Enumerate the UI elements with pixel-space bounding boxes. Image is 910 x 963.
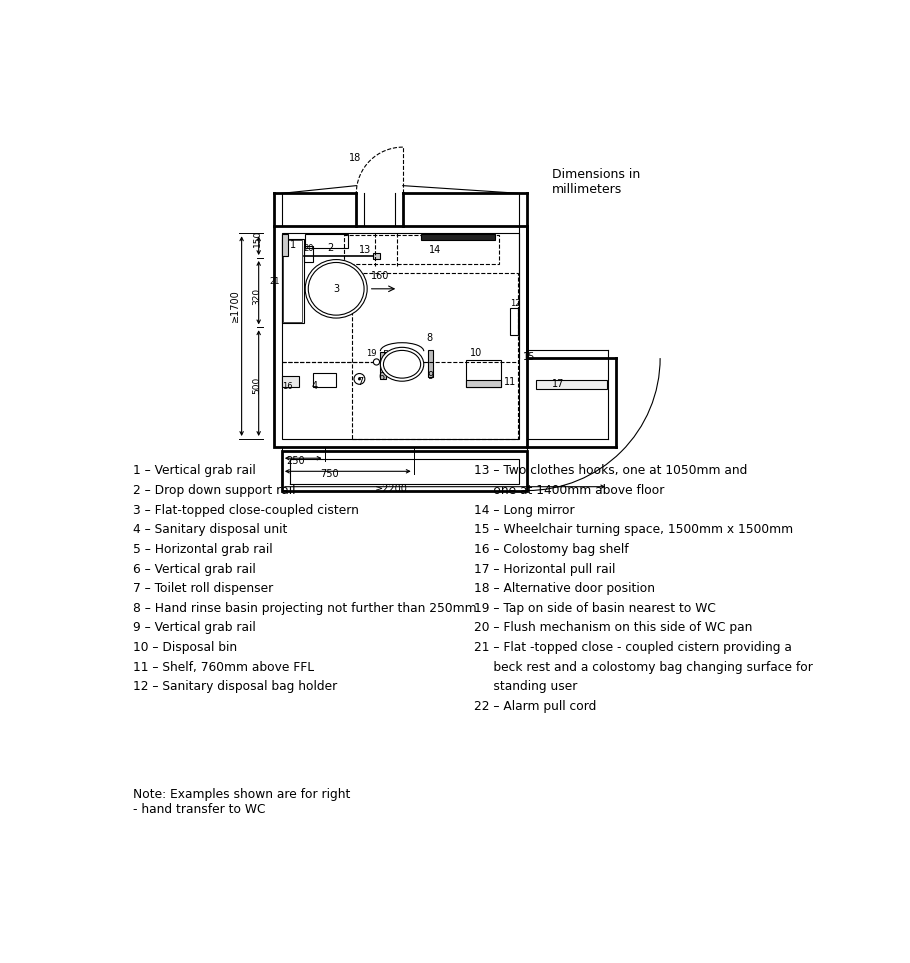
Bar xyxy=(282,452,527,491)
Text: 320: 320 xyxy=(253,288,262,305)
Text: Dimensions in
millimeters: Dimensions in millimeters xyxy=(551,168,640,195)
Text: 750: 750 xyxy=(320,469,339,479)
Text: 12 – Sanitary disposal bag holder: 12 – Sanitary disposal bag holder xyxy=(133,680,338,693)
Bar xyxy=(282,376,299,386)
Text: Note: Examples shown are for right
- hand transfer to WC: Note: Examples shown are for right - han… xyxy=(133,788,350,816)
Ellipse shape xyxy=(383,351,420,378)
Text: 4: 4 xyxy=(311,381,318,391)
Text: 20: 20 xyxy=(304,244,314,252)
Bar xyxy=(536,379,607,389)
Bar xyxy=(466,359,501,386)
Text: 8: 8 xyxy=(426,333,432,344)
Bar xyxy=(282,234,288,256)
Text: 16: 16 xyxy=(282,382,292,391)
Text: standing user: standing user xyxy=(474,680,578,693)
Text: 1 – Vertical grab rail: 1 – Vertical grab rail xyxy=(133,464,256,478)
Bar xyxy=(466,380,501,386)
Text: 3 – Flat-topped close-coupled cistern: 3 – Flat-topped close-coupled cistern xyxy=(133,504,359,516)
Bar xyxy=(373,252,379,259)
Text: 1: 1 xyxy=(289,240,296,250)
Text: 17 – Horizontal pull rail: 17 – Horizontal pull rail xyxy=(474,562,615,576)
Bar xyxy=(289,459,519,483)
Text: 160: 160 xyxy=(371,272,389,281)
Text: 21 – Flat -topped close - coupled cistern providing a: 21 – Flat -topped close - coupled cister… xyxy=(474,641,792,654)
Text: 13: 13 xyxy=(359,245,371,254)
Ellipse shape xyxy=(380,348,424,381)
Text: 12: 12 xyxy=(510,299,521,308)
Text: 20 – Flush mechanism on this side of WC pan: 20 – Flush mechanism on this side of WC … xyxy=(474,621,753,635)
Text: 14 – Long mirror: 14 – Long mirror xyxy=(474,504,575,516)
Text: 11: 11 xyxy=(503,377,516,386)
Circle shape xyxy=(354,374,365,384)
Text: 150: 150 xyxy=(253,230,262,247)
Text: 16 – Colostomy bag shelf: 16 – Colostomy bag shelf xyxy=(474,543,629,556)
Ellipse shape xyxy=(305,260,367,318)
Bar xyxy=(282,239,304,324)
Bar xyxy=(274,225,527,447)
Text: 6: 6 xyxy=(379,372,385,382)
Text: 15: 15 xyxy=(523,351,535,361)
Text: beck rest and a colostomy bag changing surface for: beck rest and a colostomy bag changing s… xyxy=(474,661,813,674)
Bar xyxy=(380,351,386,378)
Bar xyxy=(304,247,313,262)
Text: 10: 10 xyxy=(470,348,482,358)
Text: 6 – Vertical grab rail: 6 – Vertical grab rail xyxy=(133,562,256,576)
Bar xyxy=(351,273,519,439)
Text: 2: 2 xyxy=(327,243,333,252)
Text: 3: 3 xyxy=(333,284,339,294)
Text: 17: 17 xyxy=(551,379,564,389)
Text: 21: 21 xyxy=(270,276,280,286)
Bar xyxy=(313,373,336,386)
Text: 5: 5 xyxy=(383,350,389,359)
Bar xyxy=(421,234,495,240)
Text: 18: 18 xyxy=(349,152,361,163)
Text: 250: 250 xyxy=(286,455,305,466)
Text: 7: 7 xyxy=(357,377,363,386)
Bar xyxy=(284,241,302,322)
Bar xyxy=(282,233,519,439)
Circle shape xyxy=(359,377,360,380)
Text: 9: 9 xyxy=(428,371,434,381)
Text: 19 – Tap on side of basin nearest to WC: 19 – Tap on side of basin nearest to WC xyxy=(474,602,716,614)
Ellipse shape xyxy=(308,263,364,315)
Text: 15 – Wheelchair turning space, 1500mm x 1500mm: 15 – Wheelchair turning space, 1500mm x … xyxy=(474,523,794,536)
Text: 8 – Hand rinse basin projecting not further than 250mm: 8 – Hand rinse basin projecting not furt… xyxy=(133,602,477,614)
Text: ≥2200: ≥2200 xyxy=(375,484,408,494)
Text: 13 – Two clothes hooks, one at 1050mm and: 13 – Two clothes hooks, one at 1050mm an… xyxy=(474,464,747,478)
Text: 10 – Disposal bin: 10 – Disposal bin xyxy=(133,641,238,654)
Text: 4 – Sanitary disposal unit: 4 – Sanitary disposal unit xyxy=(133,523,288,536)
Text: 19: 19 xyxy=(367,350,377,358)
Text: 18 – Alternative door position: 18 – Alternative door position xyxy=(474,583,655,595)
Text: 9 – Vertical grab rail: 9 – Vertical grab rail xyxy=(133,621,256,635)
Text: 500: 500 xyxy=(253,377,262,394)
Text: 5 – Horizontal grab rail: 5 – Horizontal grab rail xyxy=(133,543,273,556)
Bar xyxy=(344,235,499,264)
Bar xyxy=(510,308,518,335)
Bar xyxy=(428,351,433,377)
Text: 2 – Drop down support rail: 2 – Drop down support rail xyxy=(133,484,296,497)
Bar xyxy=(305,234,348,248)
Text: ≥1700: ≥1700 xyxy=(230,289,240,323)
Text: 11 – Shelf, 760mm above FFL: 11 – Shelf, 760mm above FFL xyxy=(133,661,314,674)
Text: 7 – Toilet roll dispenser: 7 – Toilet roll dispenser xyxy=(133,583,273,595)
Text: one at 1400mm above floor: one at 1400mm above floor xyxy=(474,484,664,497)
Circle shape xyxy=(373,359,379,365)
Text: 22 – Alarm pull cord: 22 – Alarm pull cord xyxy=(474,700,596,713)
Text: 14: 14 xyxy=(430,245,441,254)
